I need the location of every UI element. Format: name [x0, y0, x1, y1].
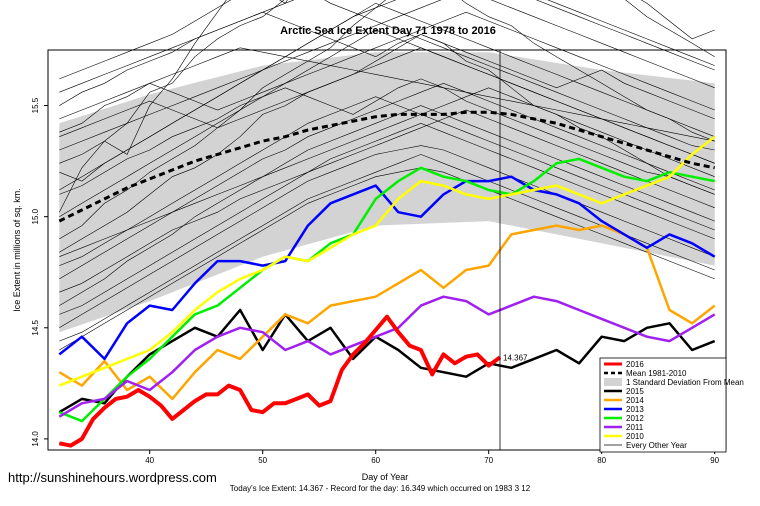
other-year-line-6 — [59, 105, 715, 306]
other-year-line-14 — [59, 109, 715, 293]
other-year-line-21 — [59, 0, 715, 93]
other-year-line-16 — [59, 96, 715, 266]
plot-frame — [47, 49, 727, 451]
series-line-y2010 — [58, 135, 716, 387]
series-line-y2013 — [58, 175, 716, 361]
legend-label-other: Every Other Year — [626, 441, 687, 450]
x-tick-label-60: 60 — [371, 456, 380, 465]
legend-label-y2012: 2012 — [626, 414, 644, 423]
today-extent-label: 14.367 — [503, 353, 528, 362]
highlight-series-layer — [58, 110, 716, 448]
other-year-line-17 — [59, 0, 715, 191]
other-year-line-8 — [59, 82, 715, 280]
other-year-line-4 — [59, 47, 715, 142]
legend-label-y2010: 2010 — [626, 432, 644, 441]
y-tick-label-0: 14.0 — [31, 431, 40, 447]
x-tick-label-80: 80 — [597, 456, 606, 465]
legend-label-y2016: 2016 — [626, 360, 644, 369]
legend-label-mean: Mean 1981-2010 — [626, 369, 687, 378]
other-year-line-5 — [59, 78, 715, 195]
axes-layer: 40 50 60 70 80 90 14.0 14.5 15.0 15.5 14.367 — [31, 49, 727, 465]
legend-label-y2014: 2014 — [626, 396, 644, 405]
series-line-y2015 — [58, 308, 716, 414]
legend-swatch-background_band — [604, 378, 622, 386]
footnote: Today's Ice Extent: 14.367 - Record for … — [229, 484, 531, 493]
other-year-line-2 — [59, 0, 715, 240]
other-year-line-0 — [59, 0, 715, 213]
legend-label-y2015: 2015 — [626, 387, 644, 396]
other-years-layer — [59, 0, 715, 351]
x-tick-label-90: 90 — [710, 456, 719, 465]
legend-label-background_band: 1 Standard Deviation From Mean — [626, 378, 744, 387]
series-line-y2012 — [58, 157, 715, 423]
other-year-line-10 — [59, 145, 715, 329]
x-tick-label-50: 50 — [258, 456, 267, 465]
other-year-line-22 — [59, 87, 715, 257]
other-year-line-23 — [59, 47, 715, 164]
y-tick-label-1: 14.5 — [31, 319, 40, 335]
other-year-line-12 — [59, 167, 715, 351]
legend-label-y2011: 2011 — [626, 423, 644, 432]
series-line-y2016 — [58, 314, 502, 448]
other-year-line-18 — [59, 122, 715, 315]
chart-title: Arctic Sea Ice Extent Day 71 1978 to 201… — [280, 25, 496, 37]
legend-label-y2013: 2013 — [626, 405, 644, 414]
watermark-url: http://sunshinehours.wordpress.com — [8, 470, 217, 485]
other-year-line-3 — [59, 34, 715, 253]
x-tick-label-40: 40 — [145, 456, 154, 465]
other-year-line-15 — [59, 11, 715, 120]
series-line-y2014 — [58, 224, 716, 401]
series-line-y2011 — [58, 295, 716, 418]
y-tick-label-2: 15.0 — [31, 208, 40, 224]
y-tick-label-3: 15.5 — [31, 97, 40, 113]
series-line-mean — [58, 110, 715, 223]
other-year-line-1 — [59, 0, 715, 164]
other-year-line-13 — [59, 0, 715, 151]
x-tick-label-70: 70 — [484, 456, 493, 465]
y-axis-label: Ice Extent in millions of sq. km. — [12, 188, 22, 312]
x-axis-label: Day of Year — [362, 472, 409, 482]
other-year-line-9 — [59, 0, 715, 151]
